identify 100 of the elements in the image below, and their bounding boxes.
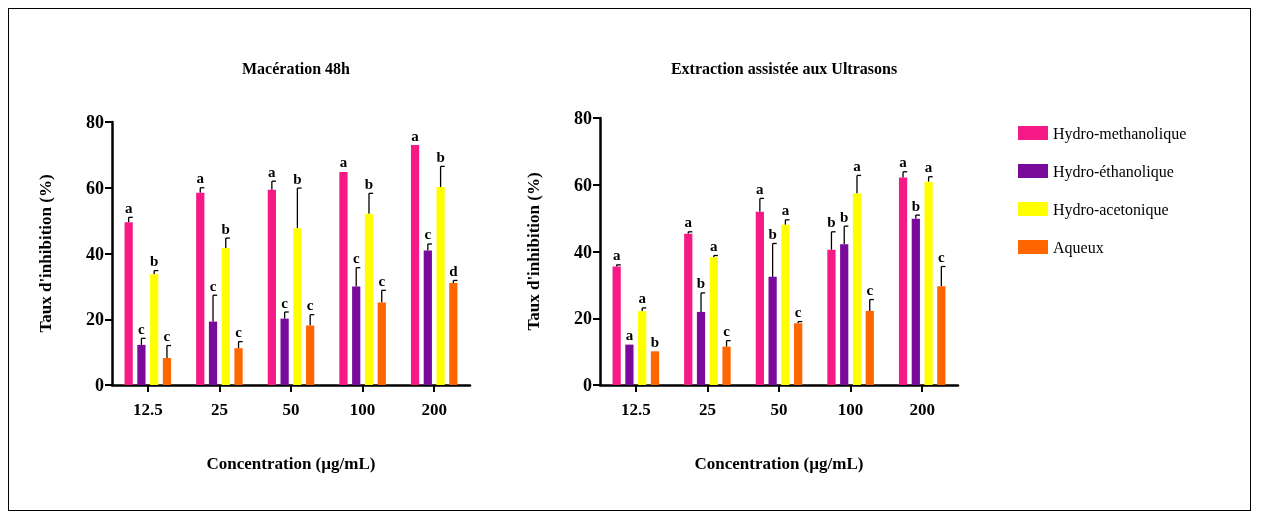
bar xyxy=(865,310,874,385)
legend-label: Hydro-acetonique xyxy=(1053,200,1169,219)
chart-title: Extraction assistée aux Ultrasons xyxy=(670,59,898,77)
data-label: b xyxy=(650,333,660,350)
bar xyxy=(221,247,230,385)
data-label: b xyxy=(827,214,836,231)
data-label: c xyxy=(794,304,802,321)
data-label: b xyxy=(436,148,445,165)
bar xyxy=(827,249,836,385)
bar xyxy=(162,358,172,385)
bar xyxy=(794,323,803,385)
bar xyxy=(650,351,660,385)
y-axis-title: Taux d'inhibition (%) xyxy=(36,174,55,333)
bar xyxy=(696,311,706,385)
data-label: a xyxy=(196,170,205,187)
data-label: c xyxy=(866,282,874,299)
y-tick-label: 80 xyxy=(86,112,104,132)
x-tick-label: 25 xyxy=(698,400,716,419)
data-label: c xyxy=(281,294,289,311)
y-tick-label: 60 xyxy=(574,174,592,195)
bar xyxy=(196,192,205,385)
bar xyxy=(339,171,348,385)
y-tick-label: 40 xyxy=(86,243,104,264)
data-label: c xyxy=(723,323,731,340)
bar xyxy=(781,224,790,385)
data-label: a xyxy=(781,202,790,219)
bar xyxy=(852,193,862,385)
y-tick-label: 20 xyxy=(86,309,104,330)
x-axis-title: Concentration (µg/mL) xyxy=(694,454,864,473)
bar xyxy=(436,187,445,385)
data-label: b xyxy=(364,175,374,192)
bar xyxy=(449,283,458,385)
bar xyxy=(638,311,647,385)
data-label: c xyxy=(235,324,243,341)
bar xyxy=(625,344,634,385)
x-tick-label: 200 xyxy=(909,400,935,419)
bar xyxy=(423,250,432,385)
data-label: a xyxy=(612,247,621,264)
bar xyxy=(722,346,731,385)
data-label: b xyxy=(293,170,302,187)
data-label: a xyxy=(756,180,765,197)
bar xyxy=(280,318,289,385)
bar xyxy=(352,286,361,385)
x-tick-label: 25 xyxy=(210,400,228,419)
data-label: c xyxy=(138,320,146,337)
x-tick-label: 50 xyxy=(770,400,788,419)
legend-label: Hydro-methanolique xyxy=(1053,124,1187,143)
data-label: c xyxy=(424,226,432,243)
x-tick-label: 12.5 xyxy=(132,400,163,419)
data-label: c xyxy=(938,249,946,266)
data-label: c xyxy=(306,297,314,314)
bar xyxy=(150,274,159,385)
data-label: a xyxy=(924,159,933,176)
bar xyxy=(937,286,946,385)
data-label: c xyxy=(163,328,171,345)
bar xyxy=(137,344,146,385)
bar xyxy=(709,257,718,385)
x-tick-label: 100 xyxy=(349,400,376,419)
x-tick-label: 12.5 xyxy=(620,400,651,419)
data-label: a xyxy=(638,290,647,307)
bar xyxy=(234,348,243,385)
bar xyxy=(755,211,764,385)
data-label: b xyxy=(768,225,777,242)
bar xyxy=(768,276,777,385)
x-axis-title: Concentration (µg/mL) xyxy=(206,454,376,473)
chart-title: Macération 48h xyxy=(242,59,351,77)
bar xyxy=(267,189,276,385)
y-tick-label: 0 xyxy=(583,375,592,395)
y-tick-label: 0 xyxy=(95,375,104,395)
data-label: b xyxy=(696,275,706,292)
data-label: a xyxy=(710,238,719,255)
data-label: a xyxy=(124,199,133,216)
x-tick-label: 100 xyxy=(837,400,864,419)
x-tick-label: 200 xyxy=(421,400,447,419)
bar xyxy=(293,228,302,385)
bar xyxy=(840,244,849,385)
y-tick-label: 60 xyxy=(86,177,104,198)
data-label: c xyxy=(209,277,217,294)
bar xyxy=(364,213,374,385)
bar xyxy=(306,325,315,385)
data-label: a xyxy=(411,127,420,144)
data-label: a xyxy=(339,154,348,171)
data-label: a xyxy=(268,163,277,180)
legend-label: Aqueux xyxy=(1053,238,1104,257)
bar xyxy=(924,181,933,385)
bar xyxy=(612,266,621,385)
x-tick-label: 50 xyxy=(282,400,300,419)
bar xyxy=(124,222,133,385)
y-tick-label: 20 xyxy=(574,308,592,329)
data-label: a xyxy=(684,214,693,231)
data-label: b xyxy=(911,197,920,214)
data-label: b xyxy=(150,253,159,270)
bar xyxy=(410,145,420,385)
data-label: b xyxy=(840,208,849,225)
data-label: a xyxy=(853,157,862,174)
bar xyxy=(377,302,386,385)
bar xyxy=(898,177,908,385)
data-label: c xyxy=(378,272,386,289)
bar xyxy=(911,218,920,385)
legend-label: Hydro-éthanolique xyxy=(1053,162,1174,181)
